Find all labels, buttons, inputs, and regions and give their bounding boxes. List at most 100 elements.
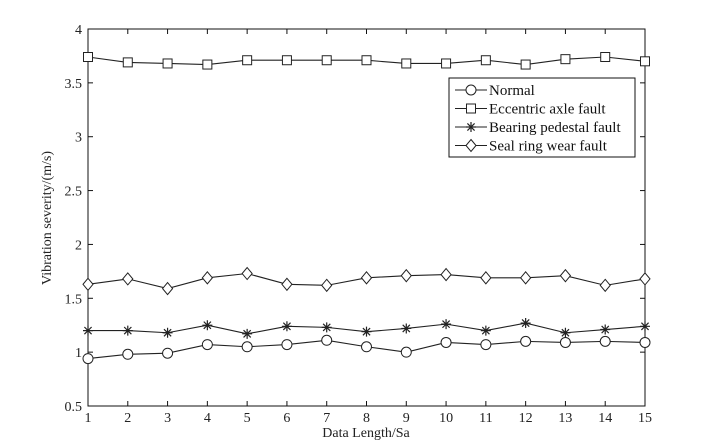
star-marker-point (122, 325, 133, 336)
star-marker-point (600, 324, 611, 335)
star-marker-point (520, 318, 531, 329)
x-axis-label: Data Length/Sa (322, 426, 410, 441)
y-axis-label: Vibration severity/(m/s) (40, 151, 55, 285)
diamond-marker-point (122, 272, 134, 286)
diamond-marker-point (201, 271, 214, 285)
circle-marker-point (281, 339, 293, 351)
diamond-marker-point (400, 268, 412, 283)
series-bearing-pedestal-fault (83, 318, 650, 339)
x-tick-label: 4 (204, 411, 211, 426)
diamond-marker-point (281, 277, 293, 292)
legend-box (448, 77, 636, 158)
diamond-marker-point (241, 266, 253, 281)
legend-item: Bearing pedestal fault (455, 120, 621, 136)
legend-item: Normal (455, 83, 535, 99)
circle-marker-point (241, 341, 253, 353)
y-tick-label: 2.5 (65, 185, 83, 200)
star-marker-point (321, 322, 332, 333)
square-marker-point (401, 58, 412, 69)
y-tick-label: 2 (75, 238, 82, 253)
legend-item: Seal ring wear fault (455, 139, 608, 155)
star-marker-point (281, 321, 292, 332)
circle-marker-point (122, 348, 134, 360)
square-marker-point (600, 52, 611, 63)
star-marker-point (162, 327, 173, 338)
y-tick-label: 1 (75, 346, 82, 361)
square-marker-point (162, 58, 173, 69)
star-marker-point (202, 320, 213, 331)
square-marker-point (122, 57, 133, 68)
square-marker-point (361, 55, 372, 66)
diamond-marker-point (465, 138, 477, 153)
circle-marker-point (321, 334, 333, 346)
diamond-marker-point (639, 272, 651, 286)
circle-marker-point (639, 336, 651, 348)
circle-marker-point (440, 336, 452, 348)
star-marker-point (83, 325, 93, 336)
series-group (82, 52, 651, 365)
series-eccentric-axle-fault (83, 52, 650, 70)
diamond-marker-point (519, 271, 532, 285)
y-tick-label: 4 (75, 23, 82, 38)
square-marker-point (281, 55, 292, 66)
x-tick-label: 9 (403, 411, 410, 426)
x-tick-label: 13 (558, 411, 572, 426)
x-tick-label: 14 (598, 411, 612, 426)
diamond-marker-point (360, 271, 373, 285)
x-tick-label: 6 (283, 411, 290, 426)
circle-marker-point (162, 347, 174, 359)
square-marker-point (321, 55, 332, 66)
diamond-marker-point (161, 281, 174, 296)
series-seal-ring-wear-fault (82, 266, 651, 296)
circle-marker-point (465, 84, 477, 96)
circle-marker-point (480, 339, 492, 351)
circle-marker-point (520, 335, 532, 347)
square-marker-point (480, 55, 491, 66)
legend-label: Bearing pedestal fault (489, 120, 621, 136)
x-tick-label: 1 (85, 411, 92, 426)
y-tick-label: 3.5 (65, 77, 83, 92)
star-marker-point (361, 326, 372, 337)
series-normal (82, 334, 651, 365)
y-tick-label: 0.5 (65, 400, 83, 415)
circle-marker-point (559, 336, 571, 348)
x-tick-label: 12 (519, 411, 533, 426)
legend-item: Eccentric axle fault (455, 102, 606, 118)
diamond-marker-point (440, 267, 452, 282)
square-marker-point (202, 59, 213, 70)
legend-label: Eccentric axle fault (489, 102, 606, 118)
circle-marker-point (361, 341, 372, 353)
diamond-marker-point (559, 268, 572, 283)
square-marker-point (242, 55, 253, 66)
diamond-marker-point (480, 271, 492, 285)
star-marker-point (441, 319, 452, 330)
square-marker-point (640, 56, 650, 67)
circle-marker-point (400, 346, 412, 358)
y-tick-label: 1.5 (65, 292, 83, 307)
diamond-marker-point (321, 278, 333, 293)
diamond-marker-point (82, 277, 94, 292)
x-tick-label: 8 (363, 411, 370, 426)
legend-label: Seal ring wear fault (489, 139, 608, 155)
x-axis-ticks: 1 2 3 4 5 6 7 8 9 10 11 12 13 14 15 (85, 29, 652, 426)
x-tick-label: 5 (244, 411, 251, 426)
x-tick-label: 7 (323, 411, 330, 426)
x-tick-label: 10 (439, 411, 453, 426)
square-marker-point (520, 59, 531, 70)
star-marker-point (640, 321, 650, 332)
circle-marker-point (599, 335, 611, 347)
y-tick-label: 3 (75, 131, 82, 146)
diamond-marker-point (599, 278, 611, 293)
square-marker-point (441, 58, 452, 69)
square-marker-point (466, 103, 476, 114)
square-marker-point (83, 52, 93, 63)
y-axis-ticks: 0.5 1 1.5 2 2.5 3 3.5 4 (65, 23, 645, 415)
x-tick-label: 3 (164, 411, 171, 426)
star-marker-point (560, 327, 571, 338)
star-marker-point (401, 323, 412, 334)
circle-marker-point (82, 353, 94, 365)
legend-label: Normal (489, 83, 535, 99)
star-marker-point (480, 325, 491, 336)
x-tick-label: 2 (124, 411, 131, 426)
